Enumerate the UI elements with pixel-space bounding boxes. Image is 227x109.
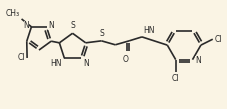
Text: N: N xyxy=(24,21,29,30)
Text: N: N xyxy=(48,21,54,30)
Text: N: N xyxy=(195,56,200,65)
Text: N: N xyxy=(83,59,89,68)
Text: CH₃: CH₃ xyxy=(5,9,20,18)
Text: Cl: Cl xyxy=(171,74,179,83)
Text: O: O xyxy=(122,55,128,64)
Text: HN: HN xyxy=(50,59,61,68)
Text: S: S xyxy=(70,21,75,30)
Text: Cl: Cl xyxy=(17,53,25,62)
Text: S: S xyxy=(99,29,103,38)
Text: HN: HN xyxy=(142,26,154,35)
Text: Cl: Cl xyxy=(214,35,221,44)
